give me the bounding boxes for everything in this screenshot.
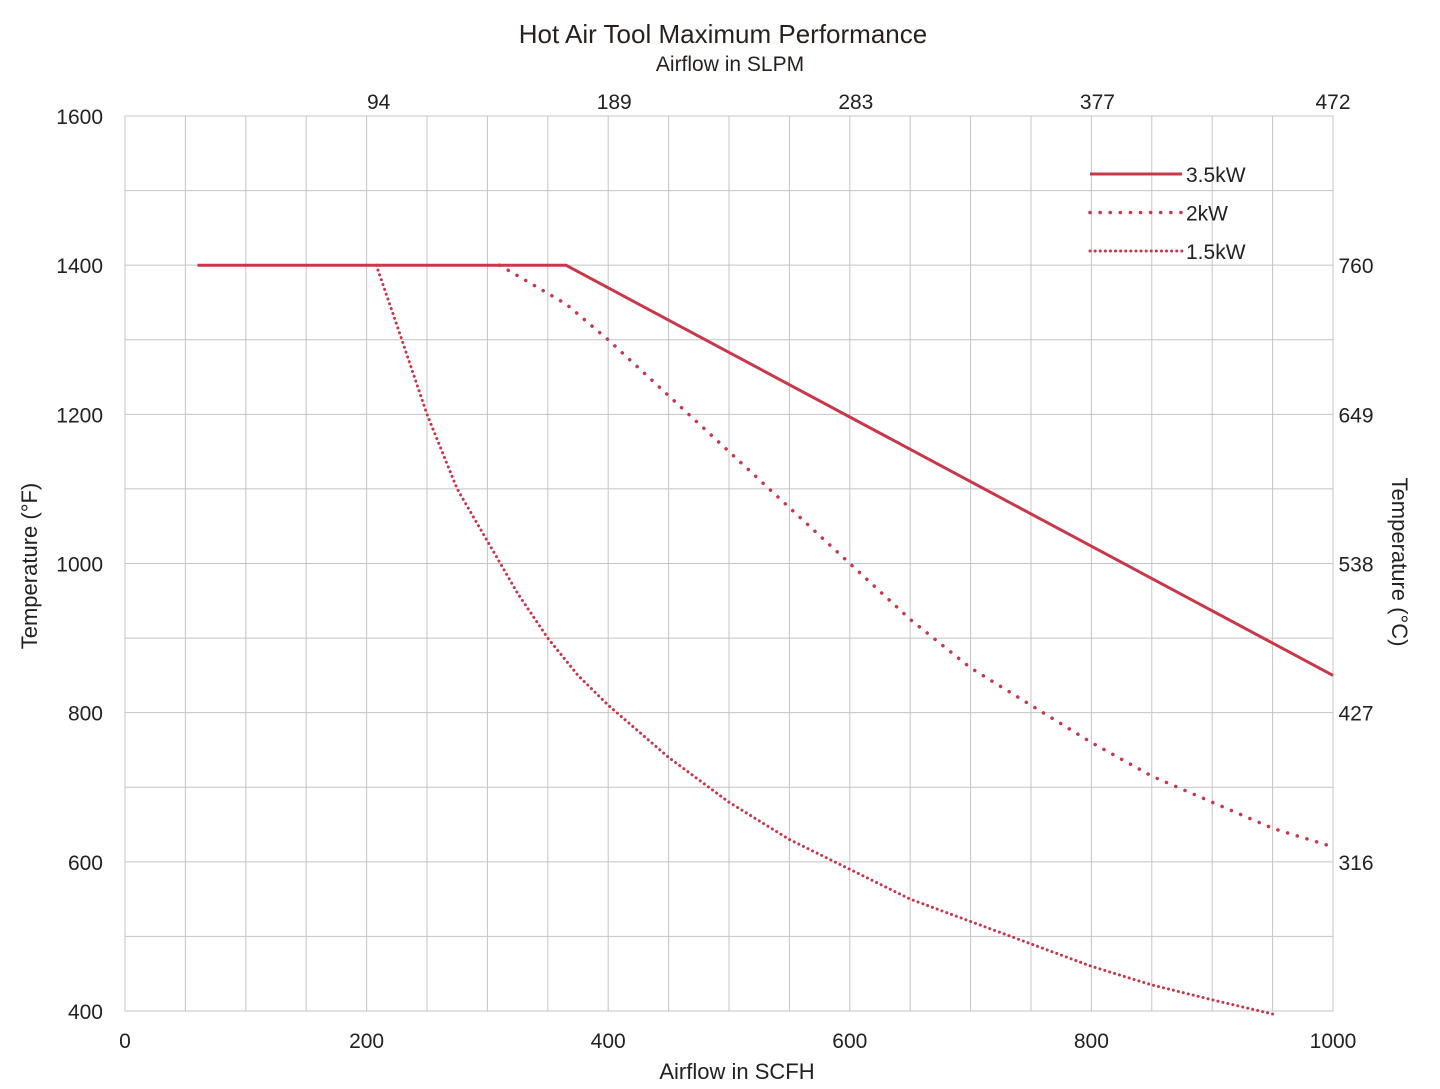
x-tick-label: 400 — [591, 1030, 626, 1053]
chart-title: Hot Air Tool Maximum Performance — [519, 19, 927, 49]
right-tick-label: 649 — [1338, 404, 1373, 427]
y-tick-label: 1200 — [56, 404, 103, 427]
right-tick-label: 538 — [1338, 554, 1373, 577]
legend-label: 2kW — [1186, 203, 1228, 226]
right-tick-label: 427 — [1338, 703, 1373, 726]
x-tick-label: 0 — [119, 1030, 131, 1053]
series-line-2kw — [497, 263, 1335, 849]
top-tick-label: 377 — [1080, 91, 1115, 114]
y-tick-label: 1000 — [56, 554, 103, 577]
series-layer — [197, 263, 1335, 1016]
top-axis-ticks: 94 189 283 377 472 — [367, 91, 1351, 114]
legend-label: 3.5kW — [1186, 164, 1246, 187]
top-tick-label: 94 — [367, 91, 391, 114]
y-tick-label: 1600 — [56, 106, 103, 129]
y-axis-title: Temperature (°F) — [17, 483, 42, 650]
x-tick-label: 600 — [832, 1030, 867, 1053]
x-axis-ticks: 0 200 400 600 800 1000 — [119, 1030, 1356, 1053]
y-tick-label: 800 — [68, 703, 103, 726]
right-tick-label: 316 — [1338, 852, 1373, 875]
plot-border — [124, 115, 1334, 1012]
y-tick-label: 600 — [68, 852, 103, 875]
top-tick-label: 189 — [597, 91, 632, 114]
legend: 3.5kW 2kW 1.5kW — [1088, 164, 1246, 264]
x-axis-title: Airflow in SCFH — [659, 1059, 814, 1084]
plot-frame — [124, 115, 1334, 1012]
series-line-1-5kw — [374, 263, 1275, 1016]
y-axis-ticks: 400 600 800 1000 1200 1400 1600 — [56, 106, 103, 1024]
y-tick-label: 1400 — [56, 255, 103, 278]
x-tick-label: 1000 — [1310, 1030, 1357, 1053]
right-tick-label: 760 — [1338, 255, 1373, 278]
y-tick-label: 400 — [68, 1001, 103, 1024]
series-line-3-5kw — [197, 263, 1334, 677]
right-axis-ticks: 760 649 538 427 316 — [1338, 255, 1373, 875]
legend-label: 1.5kW — [1186, 241, 1246, 264]
chart-subtitle: Airflow in SLPM — [656, 53, 804, 76]
x-tick-label: 200 — [349, 1030, 384, 1053]
top-tick-label: 283 — [838, 91, 873, 114]
x-tick-label: 800 — [1074, 1030, 1109, 1053]
top-tick-label: 472 — [1315, 91, 1350, 114]
y2-axis-title: Temperature (°C) — [1387, 478, 1412, 647]
